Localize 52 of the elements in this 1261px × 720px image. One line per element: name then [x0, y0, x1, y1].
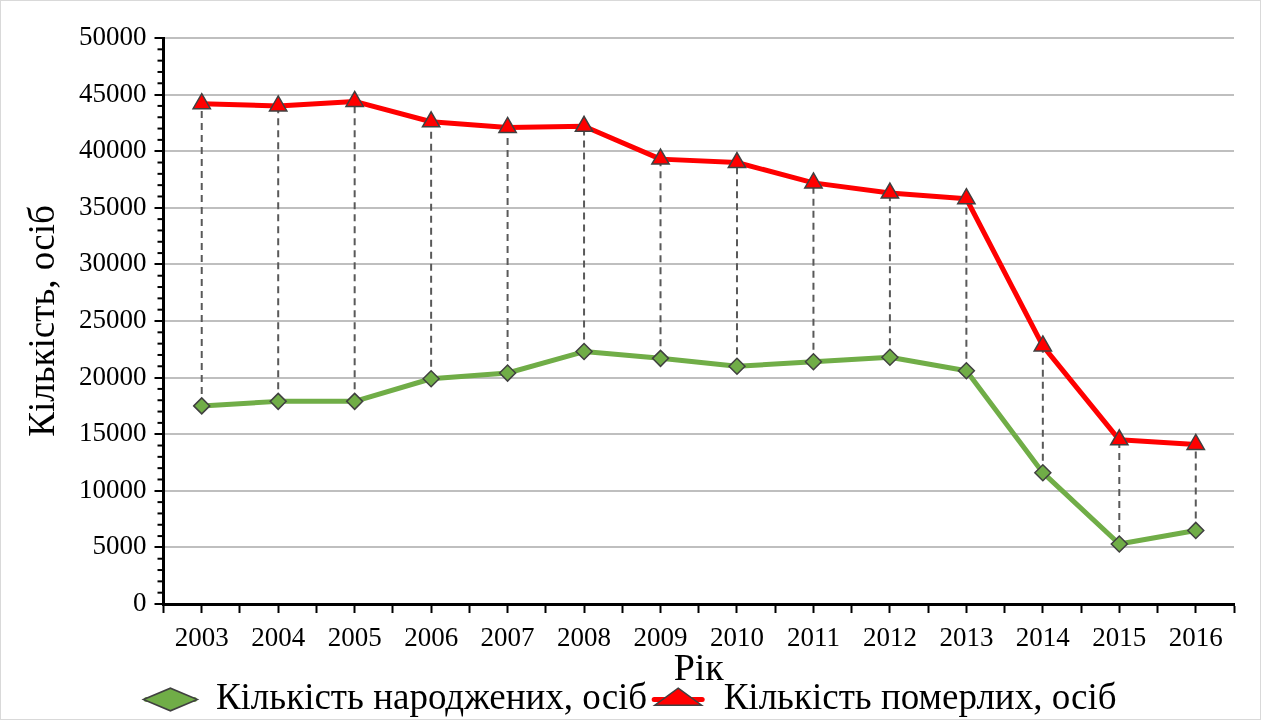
y-tick-label: 10000: [79, 473, 147, 504]
y-tick-label: 45000: [79, 77, 147, 108]
point: [728, 357, 746, 376]
legend-label: Кількість померлих, осіб: [723, 676, 1117, 718]
point: [574, 115, 594, 133]
x-tick-label: 2007: [480, 621, 535, 652]
y-tick-label: 35000: [79, 190, 147, 221]
y-tick-label: 25000: [79, 304, 147, 335]
y-tick-label: 5000: [92, 530, 147, 561]
x-tick-label: 2012: [862, 621, 917, 652]
point: [498, 364, 517, 382]
x-tick-label: 2013: [939, 621, 994, 652]
point: [575, 342, 593, 361]
point: [880, 182, 900, 199]
point: [345, 90, 365, 108]
point: [422, 369, 440, 388]
y-tick-label: 15000: [79, 417, 147, 448]
point: [498, 116, 517, 134]
y-tick-label: 30000: [79, 247, 147, 278]
x-tick-label: 2003: [174, 621, 229, 652]
point: [269, 392, 287, 411]
x-tick-label: 2016: [1168, 621, 1223, 652]
point: [1033, 335, 1053, 352]
point: [192, 397, 211, 415]
y-tick-label: 20000: [79, 360, 147, 391]
x-tick-label: 2004: [251, 621, 306, 652]
point: [268, 95, 288, 112]
y-tick-label: 50000: [79, 21, 147, 52]
point: [804, 353, 823, 371]
y-axis-title: Кількість, осіб: [21, 205, 63, 437]
x-tick-label: 2015: [1092, 621, 1147, 652]
x-tick-label: 2005: [327, 621, 382, 652]
point: [1187, 521, 1205, 540]
point: [345, 392, 364, 411]
point: [957, 362, 976, 380]
legend-label: Кількість народжених, осіб: [215, 676, 648, 718]
point: [651, 148, 670, 165]
point: [727, 151, 747, 169]
point: [956, 187, 976, 205]
point: [804, 172, 823, 189]
point: [192, 92, 212, 110]
point: [421, 111, 441, 128]
point: [1034, 463, 1052, 482]
y-tick-label: 0: [133, 587, 147, 618]
x-tick-label: 2014: [1015, 621, 1071, 652]
y-tick-label: 40000: [79, 134, 147, 165]
x-tick-label: 2011: [786, 621, 840, 652]
x-tick-label: 2008: [557, 621, 612, 652]
x-tick-label: 2006: [404, 621, 459, 652]
point: [881, 348, 899, 366]
point: [1110, 535, 1129, 553]
point: [651, 349, 670, 368]
